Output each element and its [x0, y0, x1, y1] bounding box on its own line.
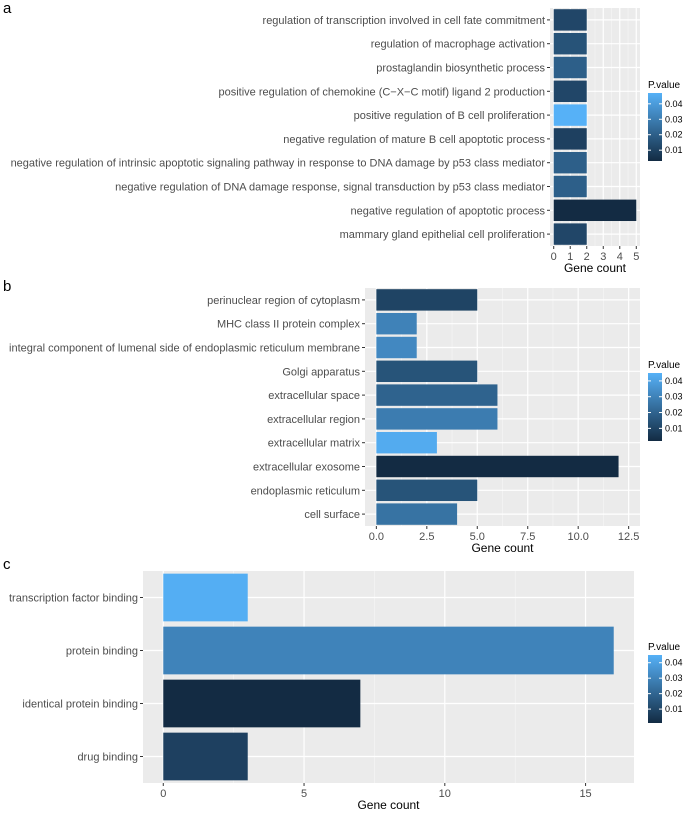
category-label: extracellular region — [267, 414, 360, 426]
legend-tick-label: 0.01 — [665, 704, 683, 714]
category-label: extracellular matrix — [268, 438, 361, 450]
x-tick-label: 4 — [617, 251, 623, 263]
category-label: prostaglandin biosynthetic process — [376, 63, 545, 75]
bar — [376, 431, 437, 454]
bar — [553, 175, 587, 198]
x-tick-label: 1 — [567, 251, 573, 263]
panel-a: a regulation of transcription involved i… — [3, 0, 683, 275]
panel-c: c transcription factor binding protein bi… — [3, 556, 683, 812]
category-label: negative regulation of intrinsic apoptot… — [11, 158, 546, 170]
x-tick-label: 2 — [584, 251, 590, 263]
legend-tick-label: 0.01 — [665, 145, 683, 155]
category-label: negative regulation of mature B cell apo… — [283, 134, 545, 146]
category-label: extracellular exosome — [253, 462, 360, 474]
bar — [163, 732, 248, 781]
category-label: MHC class II protein complex — [217, 319, 361, 331]
bar — [376, 289, 478, 311]
legend-tick-label: 0.02 — [665, 408, 683, 418]
bar — [553, 9, 587, 31]
x-tick-label: 10.0 — [567, 531, 588, 543]
x-tick-label: 10 — [439, 788, 451, 800]
x-tick-label: 15 — [579, 788, 591, 800]
category-label: drug binding — [77, 752, 138, 764]
legend-title: P.value — [648, 642, 681, 653]
category-label: identical protein binding — [22, 699, 138, 711]
panel-label-a: a — [3, 0, 12, 17]
x-tick-label: 0 — [160, 788, 166, 800]
legend-tick-label: 0.04 — [665, 658, 683, 668]
legend-colorbar — [648, 93, 662, 161]
bar — [553, 151, 587, 174]
category-label: regulation of transcription involved in … — [263, 15, 545, 27]
legend-tick-label: 0.04 — [665, 376, 683, 386]
category-label: negative regulation of DNA damage respon… — [115, 182, 545, 194]
category-label: cell surface — [304, 509, 360, 521]
x-axis-title: Gene count — [357, 798, 420, 812]
x-axis-title: Gene count — [471, 541, 534, 555]
x-tick-label: 0 — [551, 251, 557, 263]
category-label: positive regulation of B cell proliferat… — [354, 110, 545, 122]
legend-tick-label: 0.04 — [665, 99, 683, 109]
legend-colorbar — [648, 655, 662, 723]
x-tick-label: 5.0 — [470, 531, 485, 543]
bar — [376, 312, 417, 335]
bar — [553, 199, 637, 222]
bar — [553, 223, 587, 245]
category-label: mammary gland epithelial cell proliferat… — [340, 229, 545, 241]
x-tick-label: 5 — [633, 251, 639, 263]
bar — [553, 56, 587, 79]
legend-colorbar — [648, 373, 662, 441]
bar — [163, 573, 248, 622]
legend-title: P.value — [648, 80, 681, 91]
bar — [376, 384, 498, 406]
x-tick-label: 0.0 — [369, 531, 384, 543]
x-axis-title: Gene count — [564, 261, 627, 275]
legend-tick-label: 0.03 — [665, 114, 683, 124]
category-label: positive regulation of chemokine (C−X−C … — [218, 86, 545, 98]
legend-tick-label: 0.03 — [665, 673, 683, 683]
x-tick-label: 12.5 — [618, 531, 639, 543]
bar — [376, 408, 498, 430]
legend-tick-label: 0.02 — [665, 130, 683, 140]
legend-tick-label: 0.01 — [665, 423, 683, 433]
bar — [376, 360, 478, 383]
bar — [376, 455, 619, 478]
category-label: perinuclear region of cytoplasm — [207, 295, 360, 307]
category-label: transcription factor binding — [9, 593, 138, 605]
legend-tick-label: 0.03 — [665, 392, 683, 402]
legend-title: P.value — [648, 360, 681, 371]
bar — [163, 679, 361, 728]
category-label: negative regulation of apoptotic process — [351, 205, 546, 217]
x-tick-label: 3 — [600, 251, 606, 263]
bar — [553, 128, 587, 150]
category-label: Golgi apparatus — [282, 366, 360, 378]
bar — [553, 104, 587, 126]
panel-b: b perinuclear region of cytoplasm MHC cla… — [3, 278, 683, 555]
x-tick-label: 5 — [301, 788, 307, 800]
x-tick-label: 2.5 — [419, 531, 434, 543]
category-label: regulation of macrophage activation — [371, 39, 545, 51]
category-label: integral component of lumenal side of en… — [9, 343, 360, 355]
legend-tick-label: 0.02 — [665, 689, 683, 699]
bar — [163, 626, 614, 675]
panel-label-c: c — [3, 556, 11, 573]
x-tick-label: 7.5 — [520, 531, 535, 543]
bar — [553, 32, 587, 55]
category-label: endoplasmic reticulum — [251, 485, 360, 497]
bar — [553, 80, 587, 103]
category-label: extracellular space — [268, 390, 360, 402]
bar — [376, 503, 458, 525]
bar — [376, 336, 417, 359]
bar — [376, 479, 478, 502]
category-label: protein binding — [66, 646, 138, 658]
panel-label-b: b — [3, 278, 11, 295]
